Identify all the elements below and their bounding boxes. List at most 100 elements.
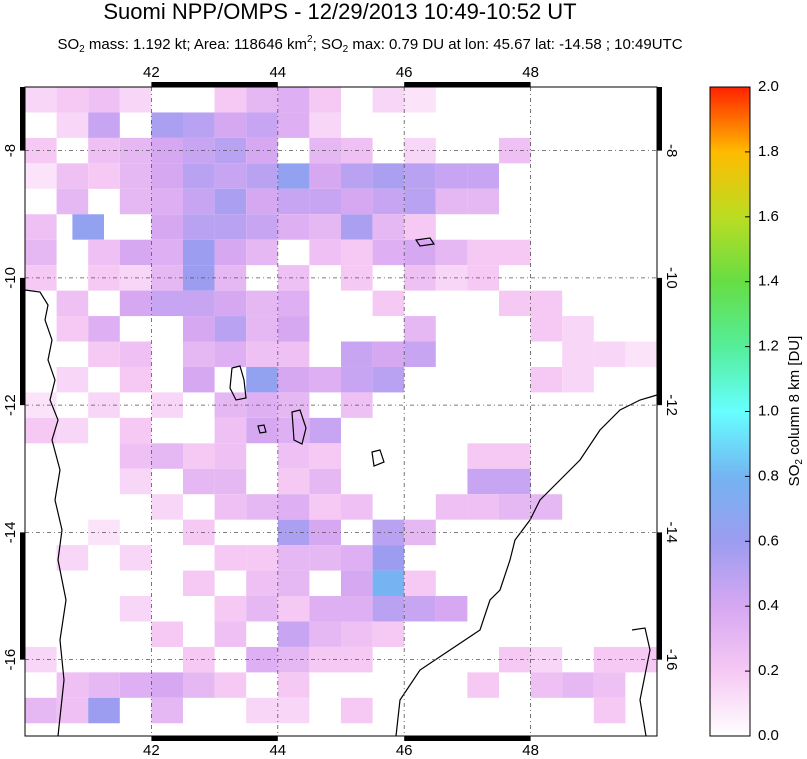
so2-cell bbox=[183, 112, 215, 138]
y-tick-label: -14 bbox=[663, 522, 680, 544]
so2-cell bbox=[499, 443, 531, 469]
so2-cell bbox=[309, 87, 341, 113]
so2-cell bbox=[593, 697, 626, 724]
so2-cell bbox=[119, 239, 152, 266]
so2-cell bbox=[151, 672, 183, 698]
so2-cell bbox=[246, 646, 278, 673]
so2-cell bbox=[151, 443, 183, 469]
frame-bar bbox=[657, 87, 662, 151]
so2-cell bbox=[151, 697, 183, 724]
so2-cell bbox=[372, 570, 405, 597]
x-tick-label: 46 bbox=[396, 64, 413, 81]
subtitle-part: mass: 1.192 kt; Area: 118646 km bbox=[85, 36, 307, 53]
subtitle: SO2 mass: 1.192 kt; Area: 118646 km2; SO… bbox=[57, 34, 682, 55]
so2-cell bbox=[246, 392, 278, 418]
so2-cell bbox=[467, 468, 499, 495]
so2-cell bbox=[499, 646, 531, 673]
colorbar-tick-label: 0.2 bbox=[758, 662, 779, 679]
so2-cell bbox=[341, 214, 373, 240]
frame-bar bbox=[657, 277, 662, 406]
so2-cell bbox=[404, 570, 436, 597]
so2-cell bbox=[214, 672, 247, 698]
y-tick-label: -10 bbox=[2, 267, 19, 289]
so2-cell bbox=[119, 290, 152, 317]
so2-cell bbox=[530, 494, 563, 520]
x-tick-label: 42 bbox=[143, 64, 160, 81]
so2-cell bbox=[277, 265, 310, 291]
subtitle-part: 2 bbox=[343, 44, 349, 55]
so2-cell bbox=[435, 163, 468, 189]
so2-cell bbox=[214, 417, 247, 444]
so2-cell bbox=[214, 188, 247, 215]
so2-cell bbox=[277, 188, 310, 215]
y-tick-label: -12 bbox=[2, 394, 19, 416]
so2-cell bbox=[246, 239, 278, 266]
so2-cell bbox=[25, 265, 57, 291]
so2-cell bbox=[119, 672, 152, 698]
island bbox=[291, 409, 307, 445]
so2-cell bbox=[214, 163, 247, 189]
so2-cell bbox=[246, 570, 278, 597]
so2-cell bbox=[277, 316, 310, 342]
so2-cell bbox=[214, 341, 247, 367]
so2-cell bbox=[246, 87, 278, 113]
so2-cell bbox=[341, 239, 373, 266]
so2-cell bbox=[183, 265, 215, 291]
so2-cell bbox=[372, 621, 405, 647]
frame-bar bbox=[151, 82, 278, 87]
coastline-madagascar bbox=[395, 394, 658, 737]
so2-cell bbox=[277, 621, 310, 647]
so2-cell bbox=[88, 87, 120, 113]
so2-cell bbox=[372, 341, 405, 367]
so2-cell bbox=[277, 290, 310, 317]
so2-cell bbox=[183, 239, 215, 266]
so2-cell bbox=[530, 672, 563, 698]
map-frame bbox=[24, 86, 658, 737]
so2-cell bbox=[183, 341, 215, 367]
so2-cell bbox=[56, 163, 89, 189]
so2-cell bbox=[309, 163, 341, 189]
subtitle-part: 2 bbox=[307, 34, 313, 45]
so2-cell bbox=[183, 163, 215, 189]
so2-cell bbox=[25, 163, 57, 189]
y-tick-label: -10 bbox=[663, 267, 680, 289]
so2-cell bbox=[372, 366, 405, 393]
frame-bar bbox=[404, 736, 531, 741]
so2-cell bbox=[341, 341, 373, 367]
so2-cell bbox=[119, 163, 152, 189]
so2-cell bbox=[246, 596, 278, 622]
so2-cell bbox=[119, 545, 152, 571]
so2-cell bbox=[183, 366, 215, 393]
so2-cell bbox=[246, 188, 278, 215]
so2-cell bbox=[151, 188, 183, 215]
so2-cell bbox=[309, 468, 341, 495]
so2-cell bbox=[562, 366, 594, 393]
so2-cell bbox=[499, 239, 531, 266]
so2-cell bbox=[119, 468, 152, 495]
so2-cell bbox=[56, 417, 89, 444]
so2-cell bbox=[372, 545, 405, 571]
so2-cell bbox=[309, 494, 341, 520]
so2-cell bbox=[435, 239, 468, 266]
so2-cell bbox=[25, 417, 57, 444]
frame-bar bbox=[20, 277, 25, 406]
so2-cell bbox=[246, 290, 278, 317]
so2-cell bbox=[435, 494, 468, 520]
so2-cell bbox=[56, 290, 89, 317]
so2-cell bbox=[499, 290, 531, 317]
so2-cell bbox=[88, 112, 120, 138]
so2-cell bbox=[530, 646, 563, 673]
so2-cell bbox=[467, 672, 499, 698]
so2-cell bbox=[214, 316, 247, 342]
island bbox=[371, 449, 385, 467]
so2-cell bbox=[246, 341, 278, 367]
so2-cell bbox=[309, 188, 341, 215]
so2-cell bbox=[25, 87, 57, 113]
island bbox=[414, 237, 436, 247]
so2-cell bbox=[467, 239, 499, 266]
so2-cell bbox=[183, 316, 215, 342]
colorbar-tick-label: 1.4 bbox=[758, 273, 779, 290]
so2-cell bbox=[309, 239, 341, 266]
so2-cell bbox=[246, 417, 278, 444]
so2-cell bbox=[277, 341, 310, 367]
